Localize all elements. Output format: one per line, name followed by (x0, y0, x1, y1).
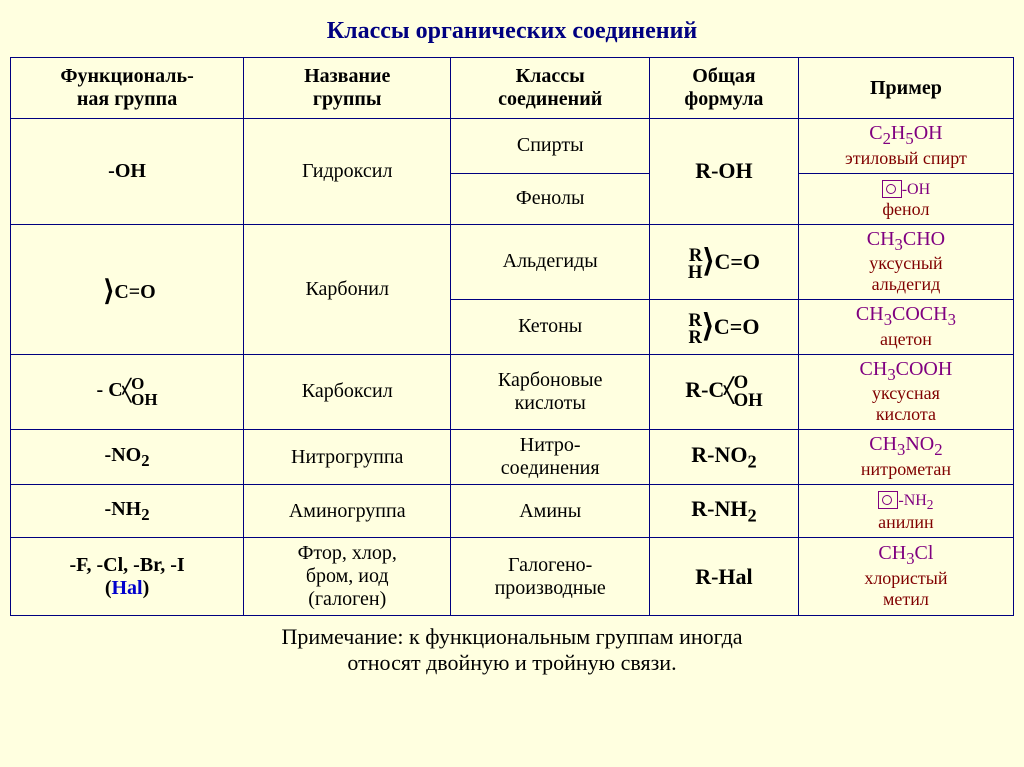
functional-group-cell: -NH2 (11, 485, 244, 538)
compound-class-cell: Кетоны (451, 300, 650, 355)
general-formula-cell: R-NO2 (650, 430, 799, 485)
example-name: этиловый спирт (845, 148, 967, 168)
example-formula: CH3COOH (860, 358, 953, 380)
functional-group-cell: -NO2 (11, 430, 244, 485)
example-cell: -OHфенол (798, 173, 1013, 224)
example-formula: CH3NO2 (869, 433, 942, 455)
header-example: Пример (798, 58, 1013, 119)
table-row: -OHГидроксилСпиртыR-OHC2H5OHэтиловый спи… (11, 119, 1014, 174)
example-cell: -NH2анилин (798, 485, 1013, 538)
header-compound-class: Классысоединений (451, 58, 650, 119)
general-formula-cell: R-OH (650, 119, 799, 225)
example-formula: CH3COCH3 (856, 303, 956, 325)
table-row: - C╱╲OOHКарбоксилКарбоновыекислотыR-C╱╲O… (11, 354, 1014, 430)
group-name-cell: Гидроксил (244, 119, 451, 225)
general-formula-cell: RR⟩C=O (650, 300, 799, 355)
group-name-cell: Нитрогруппа (244, 430, 451, 485)
example-formula: CH3Cl (878, 542, 933, 564)
example-name: нитрометан (861, 459, 951, 479)
example-name: хлористыйметил (864, 568, 947, 609)
compound-class-cell: Спирты (451, 119, 650, 174)
example-name: ацетон (880, 329, 932, 349)
group-name-cell: Аминогруппа (244, 485, 451, 538)
compound-class-cell: Карбоновыекислоты (451, 354, 650, 430)
compound-class-cell: Фенолы (451, 173, 650, 224)
example-formula: -NH2 (878, 488, 933, 510)
example-cell: CH3CHO уксусныйальдегид (798, 224, 1013, 300)
general-formula-cell: R-NH2 (650, 485, 799, 538)
general-formula-cell: R-C╱╲OOH (650, 354, 799, 430)
group-name-cell: Фтор, хлор,бром, иод(галоген) (244, 538, 451, 616)
header-general-formula: Общаяформула (650, 58, 799, 119)
functional-group-cell: -F, -Cl, -Br, -I(Hal) (11, 538, 244, 616)
example-name: фенол (882, 199, 929, 219)
example-cell: CH3COOH уксуснаякислота (798, 354, 1013, 430)
example-formula: CH3CHO (867, 228, 945, 250)
header-functional-group: Функциональ-ная группа (11, 58, 244, 119)
table-row: -NH2АминогруппаАминыR-NH2-NH2анилин (11, 485, 1014, 538)
functional-group-cell: -OH (11, 119, 244, 225)
compound-class-cell: Галогено-производные (451, 538, 650, 616)
example-formula: -OH (882, 177, 930, 199)
functional-group-cell: ⟩C=O (11, 224, 244, 354)
compound-class-cell: Амины (451, 485, 650, 538)
footnote: Примечание: к функциональным группам ино… (10, 624, 1014, 676)
organic-classes-table: Функциональ-ная группа Названиегруппы Кл… (10, 57, 1014, 616)
general-formula-cell: R-Hal (650, 538, 799, 616)
compound-class-cell: Альдегиды (451, 224, 650, 300)
example-cell: C2H5OH этиловый спирт (798, 119, 1013, 174)
example-name: анилин (878, 512, 934, 532)
header-row: Функциональ-ная группа Названиегруппы Кл… (11, 58, 1014, 119)
header-group-name: Названиегруппы (244, 58, 451, 119)
example-formula: C2H5OH (869, 122, 942, 144)
example-cell: CH3NO2 нитрометан (798, 430, 1013, 485)
page-title: Классы органических соединений (10, 18, 1014, 45)
compound-class-cell: Нитро-соединения (451, 430, 650, 485)
table-row: ⟩C=OКарбонилАльдегидыRH⟩C=OCH3CHOуксусны… (11, 224, 1014, 300)
table-row: -F, -Cl, -Br, -I(Hal)Фтор, хлор,бром, ио… (11, 538, 1014, 616)
group-name-cell: Карбонил (244, 224, 451, 354)
functional-group-cell: - C╱╲OOH (11, 354, 244, 430)
general-formula-cell: RH⟩C=O (650, 224, 799, 300)
example-cell: CH3Cl хлористыйметил (798, 538, 1013, 616)
group-name-cell: Карбоксил (244, 354, 451, 430)
table-row: -NO2НитрогруппаНитро-соединенияR-NO2CH3N… (11, 430, 1014, 485)
example-name: уксусныйальдегид (869, 253, 942, 294)
example-name: уксуснаякислота (872, 383, 940, 424)
example-cell: CH3COCH3 ацетон (798, 300, 1013, 355)
